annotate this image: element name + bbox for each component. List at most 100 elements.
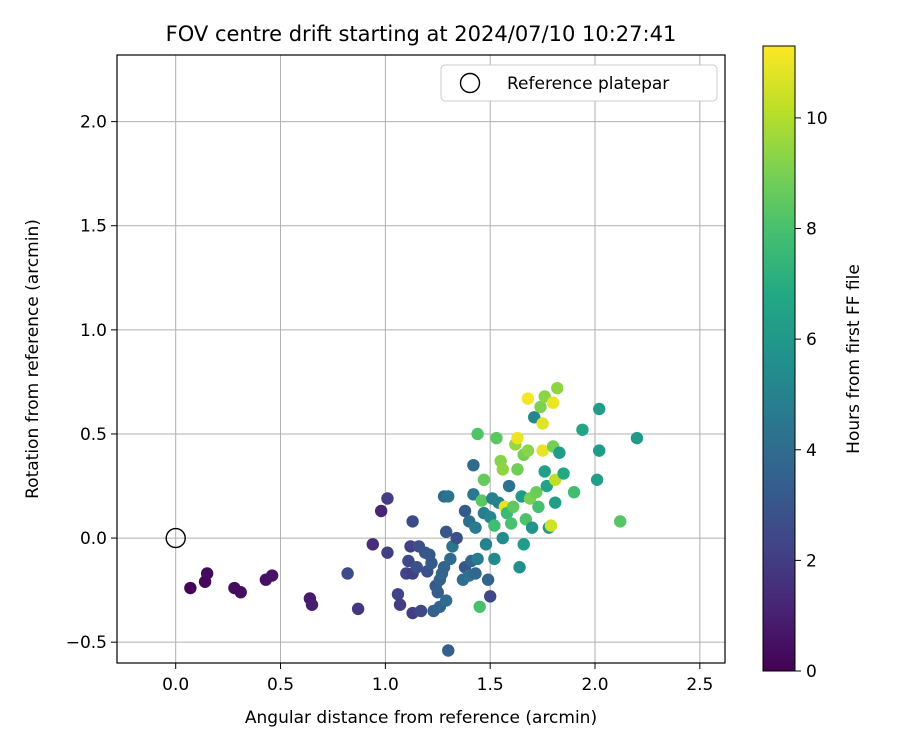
colorbar-tick-label: 0 <box>806 662 817 682</box>
data-point <box>469 567 482 580</box>
data-point <box>393 598 407 611</box>
data-point <box>200 567 214 580</box>
data-point <box>557 467 570 480</box>
data-point <box>450 531 463 545</box>
data-point <box>406 515 419 528</box>
data-point <box>521 444 535 457</box>
data-point <box>471 427 484 441</box>
data-point <box>439 594 453 607</box>
reference-marker-group <box>165 527 186 549</box>
legend-box <box>440 64 718 102</box>
data-point <box>525 521 539 534</box>
data-point <box>479 538 493 551</box>
data-point <box>414 604 428 618</box>
y-axis-ticks: −0.5 0.0 0.5 1.0 1.5 2.0 <box>66 113 117 653</box>
data-point <box>431 586 444 599</box>
reference-platepar-marker <box>165 527 186 549</box>
data-point <box>593 402 606 416</box>
y-tick-label: 0.0 <box>80 529 107 549</box>
data-point <box>471 552 484 566</box>
data-point <box>517 538 530 551</box>
colorbar-label: Hours from first FF file <box>844 264 864 454</box>
data-point <box>553 446 566 459</box>
data-point <box>444 552 457 566</box>
data-point <box>551 381 564 395</box>
data-point <box>576 423 589 436</box>
data-point <box>544 519 558 532</box>
data-point <box>374 504 388 518</box>
data-point <box>341 567 354 580</box>
data-point <box>488 519 501 532</box>
data-point <box>391 588 405 601</box>
colorbar-tick-label: 8 <box>806 220 817 240</box>
data-point <box>366 538 379 551</box>
data-point <box>511 463 524 476</box>
data-point <box>504 517 518 530</box>
data-point <box>469 521 482 534</box>
data-point <box>536 444 549 457</box>
colorbar-ticks: 0 2 4 6 8 10 <box>795 109 828 682</box>
y-tick-label: 1.5 <box>80 217 107 237</box>
data-point <box>507 500 520 514</box>
data-point <box>234 586 247 599</box>
data-point <box>442 644 455 657</box>
data-point <box>532 500 545 514</box>
data-point <box>534 400 547 414</box>
data-point <box>381 492 394 505</box>
data-point <box>439 525 453 539</box>
data-point <box>481 573 495 586</box>
data-point <box>567 486 581 499</box>
y-axis-label: Rotation from reference (arcmin) <box>23 219 43 499</box>
x-tick-label: 2.0 <box>581 675 608 695</box>
plot-frame <box>116 54 726 664</box>
data-point <box>521 392 535 405</box>
data-point <box>511 431 524 445</box>
data-point <box>305 598 319 611</box>
data-point <box>410 561 424 574</box>
y-tick-label: −0.5 <box>66 633 107 653</box>
data-point <box>488 552 501 566</box>
x-tick-label: 2.5 <box>686 675 713 695</box>
colorbar-tick-label: 2 <box>806 551 817 571</box>
x-tick-label: 1.5 <box>477 675 504 695</box>
data-point <box>351 602 365 616</box>
colorbar <box>762 45 796 672</box>
data-point <box>546 396 560 409</box>
x-tick-label: 0.0 <box>162 675 189 695</box>
data-points <box>184 381 644 657</box>
data-point <box>265 569 279 582</box>
data-point <box>467 458 480 472</box>
data-point <box>496 463 509 476</box>
data-point <box>442 490 455 503</box>
legend-label: Reference platepar <box>507 74 669 94</box>
data-point <box>593 444 606 457</box>
data-point <box>490 431 503 445</box>
data-point <box>630 431 644 445</box>
data-point <box>425 556 438 570</box>
data-point <box>381 546 394 559</box>
colorbar-tick-label: 10 <box>806 109 828 129</box>
x-axis-label: Angular distance from reference (arcmin) <box>245 708 597 728</box>
data-point <box>473 600 486 613</box>
chart-title: FOV centre drift starting at 2024/07/10 … <box>166 22 677 46</box>
data-point <box>548 496 562 509</box>
x-axis-ticks: 0.0 0.5 1.0 1.5 2.0 2.5 <box>162 663 713 695</box>
data-point <box>496 531 509 545</box>
colorbar-tick-label: 6 <box>806 330 817 350</box>
y-tick-label: 0.5 <box>80 425 107 445</box>
legend-marker <box>459 72 481 94</box>
data-point <box>502 479 516 493</box>
data-point <box>458 504 472 518</box>
data-point <box>184 581 197 595</box>
x-tick-label: 0.5 <box>267 675 294 695</box>
data-point <box>483 590 497 603</box>
y-tick-label: 2.0 <box>80 113 107 133</box>
data-point <box>513 561 526 574</box>
grid-lines <box>117 55 725 663</box>
data-point <box>530 486 543 499</box>
data-point <box>477 473 491 486</box>
data-point <box>613 515 627 528</box>
y-tick-label: 1.0 <box>80 321 107 341</box>
x-tick-label: 1.0 <box>372 675 399 695</box>
